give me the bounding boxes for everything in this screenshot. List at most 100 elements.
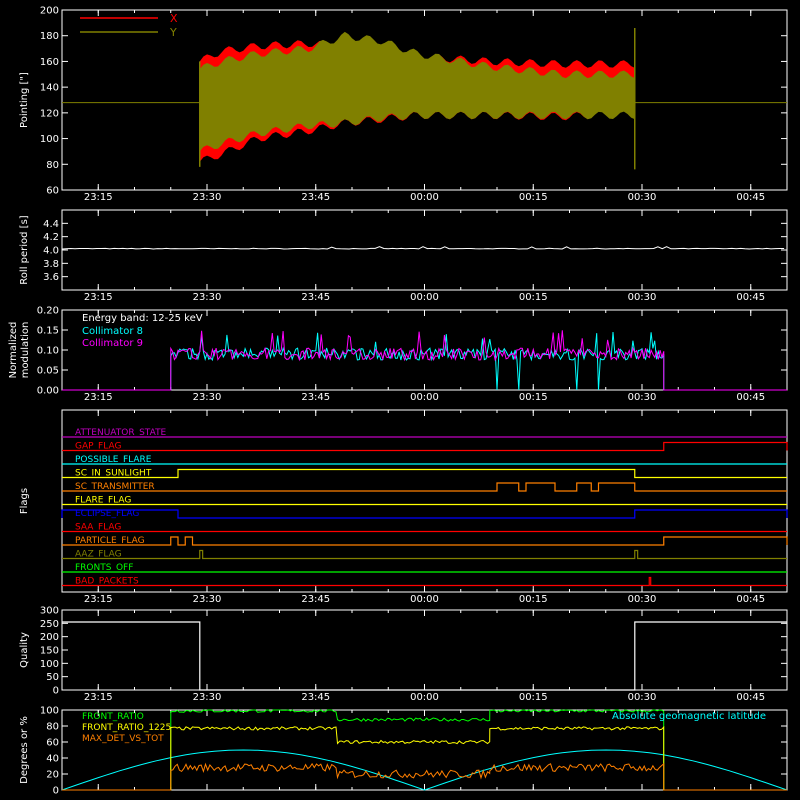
flag-line-sc-transmitter: [62, 482, 787, 492]
y-axis-label: Pointing ["]: [19, 72, 30, 128]
collimator-9-line: [62, 330, 787, 391]
legend-label-max-det-vs-tot: MAX_DET_VS_TOT: [82, 734, 164, 744]
y-axis-label: modulation: [20, 322, 31, 379]
x-tick-label: 23:15: [84, 192, 113, 203]
x-tick-label: 23:45: [301, 292, 330, 303]
x-tick-label: 00:15: [519, 392, 548, 403]
x-tick-label: 00:45: [736, 392, 765, 403]
x-tick-label: 23:30: [193, 692, 222, 703]
y-tick-label: 140: [40, 83, 59, 94]
y-tick-label: 0.00: [37, 386, 59, 397]
y-tick-label: 40: [46, 754, 59, 765]
y-tick-label: 4.4: [43, 219, 59, 230]
pointing-y-band: [199, 31, 635, 152]
x-tick-label: 00:30: [628, 594, 657, 605]
flag-label-bad-packets: BAD_PACKETS: [75, 577, 139, 587]
flag-label-attenuator-state: ATTENUATOR_STATE: [75, 428, 167, 438]
y-axis-label: Degrees or %: [19, 716, 30, 784]
ratio-line-front-ratio: [62, 709, 787, 791]
flag-label-sc-in-sunlight: SC_IN_SUNLIGHT: [75, 469, 152, 479]
flag-label-gap-flag: GAP_FLAG: [75, 442, 121, 452]
y-tick-label: 20: [46, 770, 59, 781]
x-tick-label: 00:45: [736, 692, 765, 703]
x-tick-label: 23:15: [84, 594, 113, 605]
x-tick-label: 00:00: [410, 692, 439, 703]
flag-label-flare-flag: FLARE_FLAG: [75, 496, 131, 506]
y-tick-label: 200: [40, 6, 59, 17]
legend-label-y: Y: [169, 26, 177, 39]
y-axis-label: Normalized: [8, 322, 19, 379]
roll-period-line: [61, 246, 785, 250]
x-tick-label: 00:15: [519, 292, 548, 303]
x-tick-label: 00:45: [736, 192, 765, 203]
ratio-line-max-det-vs-tot: [62, 762, 787, 791]
geomagnetic-latitude-line: [61, 749, 788, 791]
flag-label-aaz-flag: AAZ_FLAG: [75, 550, 122, 560]
legend-label-x: X: [170, 12, 178, 25]
y-tick-label: 3.8: [43, 259, 59, 270]
x-tick-label: 23:30: [193, 292, 222, 303]
flag-label-particle-flag: PARTICLE_FLAG: [75, 536, 145, 546]
x-tick-label: 00:00: [410, 392, 439, 403]
flag-label-possible-flare: POSSIBLE_FLARE: [75, 455, 152, 465]
panel-frame: [61, 209, 788, 291]
y-tick-label: 120: [40, 108, 59, 119]
legend-label-collimator-9: Collimator 9: [82, 338, 143, 349]
x-tick-label: 23:45: [301, 692, 330, 703]
x-tick-label: 00:45: [736, 292, 765, 303]
flag-label-eclipse-flag: ECLIPSE_FLAG: [75, 509, 139, 519]
y-tick-label: 4.0: [43, 246, 59, 257]
legend-label-front-ratio-1225: FRONT_RATIO_1225: [82, 723, 171, 733]
y-tick-label: 80: [46, 160, 59, 171]
flag-label-fronts-off: FRONTS_OFF: [75, 563, 133, 573]
flag-line-gap-flag: [62, 441, 788, 452]
y-axis-label: Flags: [19, 488, 30, 514]
x-tick-label: 00:00: [410, 192, 439, 203]
x-tick-label: 23:15: [84, 292, 113, 303]
quality-line: [62, 621, 787, 691]
y-tick-label: 0.10: [37, 346, 59, 357]
x-tick-label: 23:45: [301, 594, 330, 605]
legend-label-geomagnetic-latitude: Absolute geomagnetic latitude: [612, 711, 766, 722]
y-tick-label: 180: [40, 31, 59, 42]
y-tick-label: 80: [46, 722, 59, 733]
y-tick-label: 60: [46, 738, 59, 749]
y-tick-label: 0: [53, 686, 59, 697]
y-tick-label: 0.05: [37, 366, 59, 377]
energy-band-annotation: Energy band: 12-25 keV: [82, 313, 203, 324]
y-axis-label: Quality: [19, 632, 30, 668]
y-tick-label: 300: [40, 606, 59, 617]
x-tick-label: 00:30: [628, 292, 657, 303]
y-tick-label: 100: [40, 659, 59, 670]
x-tick-label: 23:45: [301, 192, 330, 203]
x-tick-label: 00:45: [736, 594, 765, 605]
y-tick-label: 60: [46, 186, 59, 197]
y-tick-label: 160: [40, 57, 59, 68]
y-tick-label: 100: [40, 134, 59, 145]
x-tick-label: 00:15: [519, 594, 548, 605]
y-tick-label: 200: [40, 632, 59, 643]
flag-label-saa-flag: SAA_FLAG: [75, 523, 121, 533]
flag-line-aaz-flag: [62, 549, 787, 560]
y-tick-label: 250: [40, 619, 59, 630]
x-tick-label: 23:15: [84, 692, 113, 703]
flag-line-eclipse-flag: [61, 509, 788, 519]
y-tick-label: 0.15: [37, 326, 59, 337]
y-tick-label: 0.20: [37, 306, 59, 317]
x-tick-label: 00:15: [519, 192, 548, 203]
legend-label-front-ratio: FRONT_RATIO: [82, 712, 144, 722]
ratio-line-front-ratio-1225: [62, 725, 787, 791]
flag-line-bad-packets: [62, 576, 787, 587]
x-tick-label: 23:15: [84, 392, 113, 403]
x-tick-label: 23:30: [193, 594, 222, 605]
collimator-8-line: [62, 331, 787, 391]
x-tick-label: 23:30: [193, 192, 222, 203]
x-tick-label: 23:45: [301, 392, 330, 403]
x-tick-label: 00:15: [519, 692, 548, 703]
flag-line-sc-in-sunlight: [62, 468, 787, 479]
flag-label-sc-transmitter: SC_TRANSMITTER: [75, 482, 155, 492]
y-tick-label: 50: [46, 672, 59, 683]
x-tick-label: 00:30: [628, 392, 657, 403]
x-tick-label: 00:00: [410, 292, 439, 303]
